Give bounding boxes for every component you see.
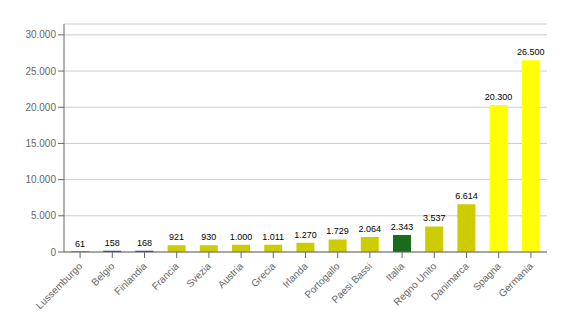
svg-text:Irlanda: Irlanda (280, 260, 310, 290)
svg-text:Svezia: Svezia (184, 260, 213, 289)
svg-text:Paesi Bassi: Paesi Bassi (329, 260, 374, 305)
svg-text:2.064: 2.064 (359, 224, 382, 234)
svg-text:6.614: 6.614 (455, 191, 478, 201)
svg-text:921: 921 (169, 232, 184, 242)
svg-text:Italia: Italia (384, 260, 407, 283)
svg-text:10.000: 10.000 (25, 174, 56, 185)
svg-text:3.537: 3.537 (423, 213, 446, 223)
svg-text:0: 0 (50, 247, 56, 258)
svg-text:Lussemburgo: Lussemburgo (34, 260, 85, 311)
svg-text:168: 168 (137, 238, 152, 248)
svg-text:Danimarca: Danimarca (429, 260, 471, 302)
svg-text:Germania: Germania (496, 260, 535, 299)
svg-text:1.000: 1.000 (230, 232, 253, 242)
svg-text:20.000: 20.000 (25, 102, 56, 113)
svg-text:Francia: Francia (150, 260, 182, 292)
svg-text:61: 61 (75, 239, 85, 249)
svg-text:Belgio: Belgio (89, 260, 117, 288)
svg-text:158: 158 (105, 238, 120, 248)
svg-text:25.000: 25.000 (25, 66, 56, 77)
svg-text:Grecia: Grecia (249, 260, 278, 289)
svg-text:20.300: 20.300 (485, 92, 513, 102)
svg-text:15.000: 15.000 (25, 138, 56, 149)
svg-text:2.343: 2.343 (391, 222, 414, 232)
svg-text:1.011: 1.011 (262, 232, 284, 242)
svg-text:930: 930 (201, 232, 216, 242)
svg-text:Regno Unito: Regno Unito (391, 260, 438, 307)
svg-text:Spagna: Spagna (471, 260, 503, 292)
svg-text:Portogallo: Portogallo (302, 260, 342, 301)
svg-text:1.729: 1.729 (326, 226, 349, 236)
svg-text:Finlandia: Finlandia (112, 260, 149, 297)
svg-text:Austria: Austria (216, 260, 246, 290)
svg-text:30.000: 30.000 (25, 29, 56, 40)
svg-text:26.500: 26.500 (517, 47, 545, 57)
svg-text:5.000: 5.000 (31, 210, 56, 221)
svg-text:1.270: 1.270 (294, 230, 317, 240)
